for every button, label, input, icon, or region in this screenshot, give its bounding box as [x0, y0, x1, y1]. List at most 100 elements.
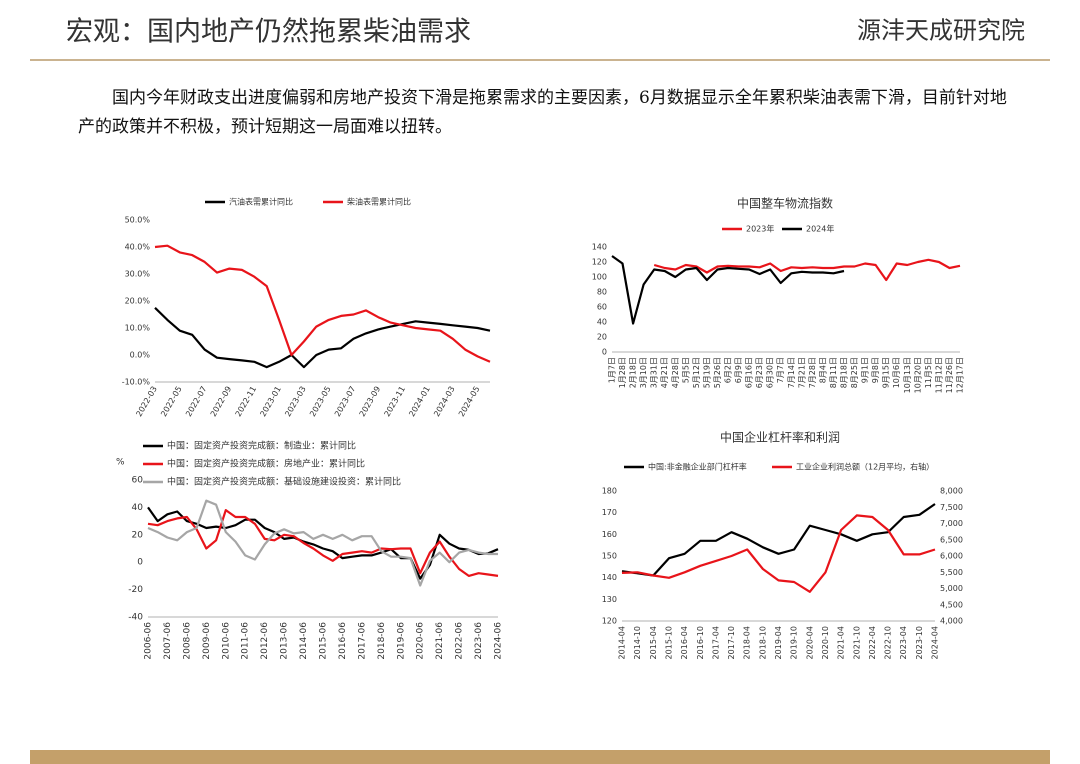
x-tick-label: 12月17日 — [956, 357, 965, 393]
y-tick-label: 20 — [597, 333, 607, 342]
series-line — [621, 503, 936, 577]
x-tick-label: 2018-04 — [743, 626, 752, 659]
x-tick-label: 5月5日 — [681, 357, 690, 383]
y-tick-label: 180 — [602, 487, 617, 496]
x-tick-label: 2月18日 — [629, 357, 638, 388]
series-line — [154, 307, 491, 369]
y-tick-label: 60 — [132, 476, 144, 486]
y2-tick-label: 4,500 — [940, 600, 963, 609]
x-tick-label: 10月6日 — [892, 357, 901, 388]
legend-label: 工业企业利润总额（12月平均，右轴） — [796, 462, 934, 472]
y2-tick-label: 7,000 — [940, 519, 963, 528]
x-tick-label: 5月19日 — [702, 357, 711, 388]
x-tick-label: 1月7日 — [608, 357, 617, 383]
x-tick-label: 2017-04 — [711, 626, 720, 659]
y-tick-label: 50.0% — [125, 216, 151, 225]
x-tick-label: 6月16日 — [745, 357, 754, 388]
series-line — [611, 255, 845, 325]
legend-label: 中国：固定资产投资完成额：基础设施建设投资：累计同比 — [167, 476, 401, 488]
y-tick-label: 140 — [592, 243, 607, 252]
x-tick-label: 2015-06 — [319, 622, 329, 660]
x-tick-label: 6月30日 — [766, 357, 775, 388]
x-tick-label: 4月28日 — [671, 357, 680, 388]
slide-title: 宏观：国内地产仍然拖累柴油需求 — [66, 17, 471, 48]
x-tick-label: 7月7日 — [776, 357, 785, 383]
x-tick-label: 2020-04 — [805, 626, 814, 659]
y-tick-label: 30.0% — [125, 270, 151, 279]
y-tick-label: 20.0% — [125, 297, 151, 306]
x-tick-label: 5月12日 — [692, 357, 701, 388]
x-tick-label: 2019-06 — [396, 622, 406, 660]
x-tick-label: 2019-04 — [774, 626, 783, 659]
x-tick-label: 6月9日 — [734, 357, 743, 383]
body-box: 国内今年财政支出进度偏弱和房地产投资下滑是拖累需求的主要因素，6月数据显示全年累… — [78, 88, 1007, 137]
x-tick-label: 2020-06 — [416, 622, 426, 660]
x-tick-label: 2017-06 — [357, 622, 367, 660]
y-tick-label: 130 — [602, 595, 617, 604]
y-tick-label: 60 — [597, 303, 607, 312]
x-tick-label: 2007-06 — [163, 622, 173, 660]
y-tick-label: 40 — [132, 503, 144, 513]
x-tick-label: 2016-06 — [338, 622, 348, 660]
y2-tick-label: 4,000 — [940, 617, 963, 626]
x-tick-label: 2013-06 — [280, 622, 290, 660]
y2-tick-label: 6,500 — [940, 535, 963, 544]
x-tick-label: 11月5日 — [924, 357, 933, 388]
x-tick-label: 2021-04 — [837, 626, 846, 659]
legend-label: 中国：固定资产投资完成额：房地产业：累计同比 — [167, 458, 365, 470]
x-tick-label: 7月21日 — [797, 357, 806, 388]
x-tick-label: 2020-10 — [821, 626, 830, 659]
x-tick-label: 3月31日 — [650, 357, 659, 388]
x-tick-label: 2021-10 — [852, 626, 861, 659]
y-tick-label: 100 — [592, 273, 607, 282]
x-tick-label: 2019-10 — [790, 626, 799, 659]
x-tick-label: 11月26日 — [945, 357, 954, 393]
y-tick-label: -40 — [128, 613, 143, 623]
x-tick-label: 6月2日 — [724, 357, 733, 383]
x-tick-label: 9月1日 — [861, 357, 870, 383]
series-line — [154, 244, 491, 363]
x-tick-label: 6月23日 — [755, 357, 764, 388]
x-tick-label: 2014-10 — [633, 626, 642, 659]
chart-title: 中国整车物流指数 — [737, 196, 833, 211]
x-tick-label: 4月21日 — [660, 357, 669, 388]
y-tick-label: -20 — [128, 585, 143, 595]
x-tick-label: 2015-10 — [664, 626, 673, 659]
y2-tick-label: 7,500 — [940, 503, 963, 512]
logo: 源沣天成研究院 — [857, 17, 1025, 45]
x-tick-label: 2022-06 — [455, 622, 465, 660]
y-tick-label: 20 — [132, 530, 144, 540]
y-tick-label: -10.0% — [122, 378, 151, 387]
x-tick-label: 9月8日 — [871, 357, 880, 383]
x-tick-label: 11月12日 — [934, 357, 943, 393]
x-tick-label: 2016-10 — [696, 626, 705, 659]
y-tick-label: 120 — [602, 617, 617, 626]
y2-tick-label: 5,500 — [940, 568, 963, 577]
x-tick-label: 3月10日 — [639, 357, 648, 388]
footer-bar — [30, 750, 1050, 764]
x-tick-label: 1月28日 — [618, 357, 627, 388]
y-tick-label: 0 — [602, 348, 607, 357]
series-line — [147, 506, 499, 580]
chart-title: 中国企业杠杆率和利润 — [720, 430, 840, 445]
y-tick-label: 170 — [602, 508, 617, 517]
x-tick-label: 2018-10 — [758, 626, 767, 659]
x-tick-label: 2010-06 — [221, 622, 231, 660]
x-tick-label: 2015-04 — [649, 626, 658, 659]
x-tick-label: 8月25日 — [850, 357, 859, 388]
x-tick-label: 2023-04 — [899, 626, 908, 659]
x-tick-label: 2012-06 — [260, 622, 270, 660]
x-tick-label: 2011-06 — [241, 622, 251, 660]
series-line — [621, 514, 936, 593]
y-tick-label: 160 — [602, 530, 617, 539]
x-tick-label: 2022-10 — [884, 626, 893, 659]
x-tick-label: 2021-06 — [435, 622, 445, 660]
x-tick-label: 8月11日 — [829, 357, 838, 388]
y-tick-label: 140 — [602, 573, 617, 582]
x-tick-label: 2024-04 — [931, 626, 940, 659]
y-tick-label: 0 — [137, 558, 143, 568]
y-tick-label: 10.0% — [125, 324, 151, 333]
x-tick-label: 2018-06 — [377, 622, 387, 660]
